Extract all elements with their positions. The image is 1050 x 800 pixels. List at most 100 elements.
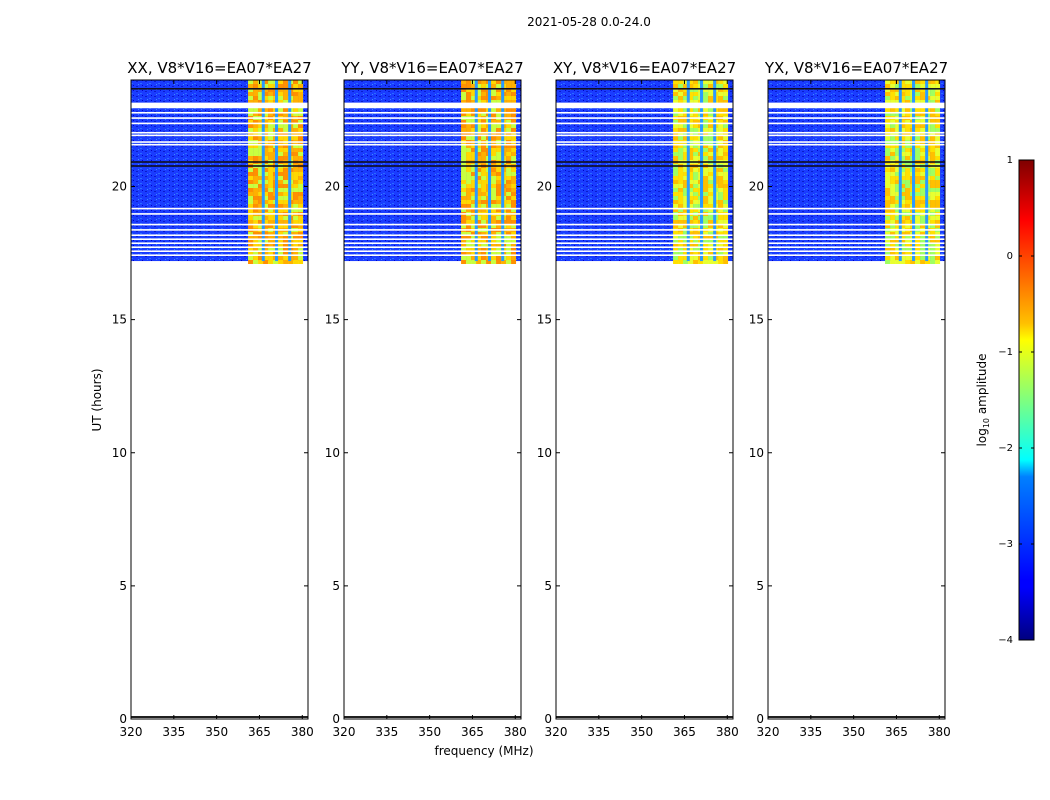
flagged-row: [768, 207, 945, 210]
flagged-row: [556, 213, 733, 215]
channel-gap: [898, 80, 902, 262]
flagged-row: [768, 122, 945, 125]
channel-gap: [487, 80, 491, 262]
y-tick-label: 20: [749, 180, 764, 194]
bottom-row: [556, 716, 733, 718]
colorbar-scale: [1018, 159, 1035, 641]
flagged-row: [131, 234, 308, 237]
panel-title: YX, V8*V16=EA07*EA27: [764, 59, 948, 77]
flagged-row: [131, 242, 308, 245]
flagged-row: [556, 207, 733, 210]
flagged-row: [131, 246, 308, 249]
flagged-row: [344, 254, 521, 256]
dark-row: [344, 165, 521, 167]
channel-gap: [474, 80, 478, 262]
dark-row: [556, 165, 733, 167]
y-tick-label: 5: [119, 579, 127, 593]
channel-gap: [261, 80, 265, 262]
channel-gap: [501, 80, 505, 262]
y-tick-label: 10: [112, 446, 127, 460]
flagged-row: [556, 229, 733, 231]
dark-row: [556, 87, 733, 90]
panel-title: XY, V8*V16=EA07*EA27: [553, 59, 736, 77]
flagged-row: [556, 246, 733, 249]
y-tick-label: 0: [332, 712, 340, 726]
panel-frame: [130, 79, 309, 720]
y-tick-label: 10: [537, 446, 552, 460]
panel-title: XX, V8*V16=EA07*EA27: [127, 59, 311, 77]
dark-row: [344, 161, 521, 163]
x-tick-label: 335: [162, 725, 185, 739]
flagged-row: [556, 238, 733, 241]
panel-frame: [767, 79, 946, 720]
x-tick-label: 380: [504, 725, 527, 739]
flagged-row: [556, 254, 733, 256]
flagged-row: [556, 111, 733, 114]
flagged-row: [344, 143, 521, 146]
flagged-row: [344, 117, 521, 119]
y-tick-label: 0: [119, 712, 127, 726]
x-tick-label: 365: [885, 725, 908, 739]
flagged-row: [344, 213, 521, 215]
flagged-row: [768, 141, 945, 143]
colorbar-tick-label: −4: [998, 635, 1013, 646]
flagged-row: [344, 238, 521, 241]
flagged-row: [344, 207, 521, 210]
flagged-row: [131, 229, 308, 231]
colorbar-tick-label: −2: [998, 443, 1013, 454]
panel-yx: YX, V8*V16=EA07*EA27 320 335 350 365 380 0 5 10 1…: [749, 59, 951, 739]
y-axis-label: UT (hours): [90, 368, 104, 431]
y-tick-label: 20: [112, 180, 127, 194]
flagged-row: [768, 143, 945, 146]
channel-gap: [925, 80, 929, 262]
y-tick-label: 15: [325, 313, 340, 327]
dark-row: [556, 161, 733, 163]
flagged-row: [131, 134, 308, 137]
channel-gap: [274, 80, 278, 262]
y-tick-label: 5: [756, 579, 764, 593]
channel-gap: [911, 80, 915, 262]
y-tick-label: 5: [332, 579, 340, 593]
x-tick-label: 365: [461, 725, 484, 739]
flagged-row: [556, 134, 733, 137]
x-tick-label: 350: [418, 725, 441, 739]
flagged-row: [131, 117, 308, 119]
flagged-row: [768, 254, 945, 256]
dark-row: [131, 161, 308, 163]
x-tick-label: 320: [333, 725, 356, 739]
x-tick-label: 320: [757, 725, 780, 739]
flagged-row: [556, 102, 733, 108]
y-tick-label: 20: [325, 180, 340, 194]
x-tick-label: 350: [842, 725, 865, 739]
flagged-row: [556, 223, 733, 226]
dark-row: [131, 87, 308, 90]
x-tick-label: 320: [545, 725, 568, 739]
y-tick-label: 15: [749, 313, 764, 327]
flagged-row: [131, 223, 308, 226]
x-tick-label: 335: [375, 725, 398, 739]
flagged-row: [131, 131, 308, 134]
bottom-row: [131, 716, 308, 718]
colorbar-label: log10 amplitude: [975, 354, 991, 447]
flagged-row: [768, 238, 945, 241]
flagged-row: [556, 122, 733, 125]
bottom-row: [768, 716, 945, 718]
x-axis-label: frequency (MHz): [434, 744, 533, 758]
colorbar-tick-label: −1: [998, 347, 1013, 358]
flagged-row: [131, 250, 308, 252]
dark-row: [768, 165, 945, 167]
x-tick-label: 350: [205, 725, 228, 739]
y-tick-label: 5: [544, 579, 552, 593]
flagged-row: [768, 111, 945, 114]
y-tick-label: 10: [749, 446, 764, 460]
flagged-row: [768, 223, 945, 226]
flagged-row: [344, 223, 521, 226]
x-tick-label: 380: [928, 725, 951, 739]
bottom-row: [344, 716, 521, 718]
flagged-row: [344, 234, 521, 237]
flagged-row: [344, 111, 521, 114]
flagged-row: [768, 134, 945, 137]
panel-title: YY, V8*V16=EA07*EA27: [340, 59, 523, 77]
panel-frame: [555, 79, 734, 720]
